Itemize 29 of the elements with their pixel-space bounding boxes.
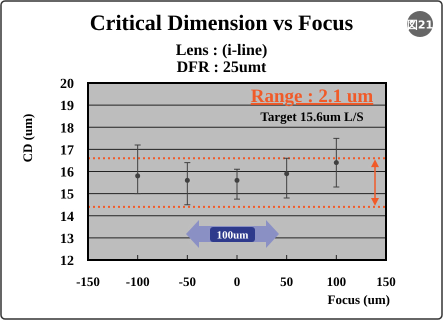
caption: 図21 [406, 18, 434, 32]
point [135, 173, 140, 178]
x-tick-label: 0 [234, 274, 240, 289]
y-tick-label: 20 [60, 77, 74, 92]
y-tick-label: 16 [60, 166, 74, 180]
annotation: Target 15.6um L/S [260, 109, 364, 124]
y-tick-label: 15 [60, 188, 74, 203]
y-tick-label: 18 [60, 121, 74, 136]
annotation: 100um [216, 230, 248, 242]
point [184, 178, 190, 183]
y-tick-label: 14 [60, 210, 74, 225]
y-axis-title: CD (um) [20, 114, 35, 162]
y-tick-label: 19 [60, 99, 74, 114]
chart-title: Critical Dimension vs Focus [90, 10, 354, 35]
x-tick-label: 150 [376, 274, 396, 289]
x-tick-label: -100 [126, 274, 150, 289]
x-tick-label: -50 [178, 274, 196, 289]
x-axis-title: Focus (um) [328, 292, 390, 307]
x-tick-label: -150 [76, 274, 100, 289]
x-tick-label: 50 [280, 274, 294, 289]
point [334, 160, 339, 166]
annotation: Range : 2.1 um [250, 86, 374, 107]
point [284, 171, 290, 176]
y-tick-label: 13 [60, 232, 74, 247]
point [234, 178, 240, 183]
y-tick-label: 12 [60, 254, 74, 269]
x-tick-label: 100 [326, 274, 346, 289]
y-tick-label: 17 [60, 143, 74, 158]
chart-subtitle: Lens : (i-line) DFR : 25umt [176, 42, 268, 76]
